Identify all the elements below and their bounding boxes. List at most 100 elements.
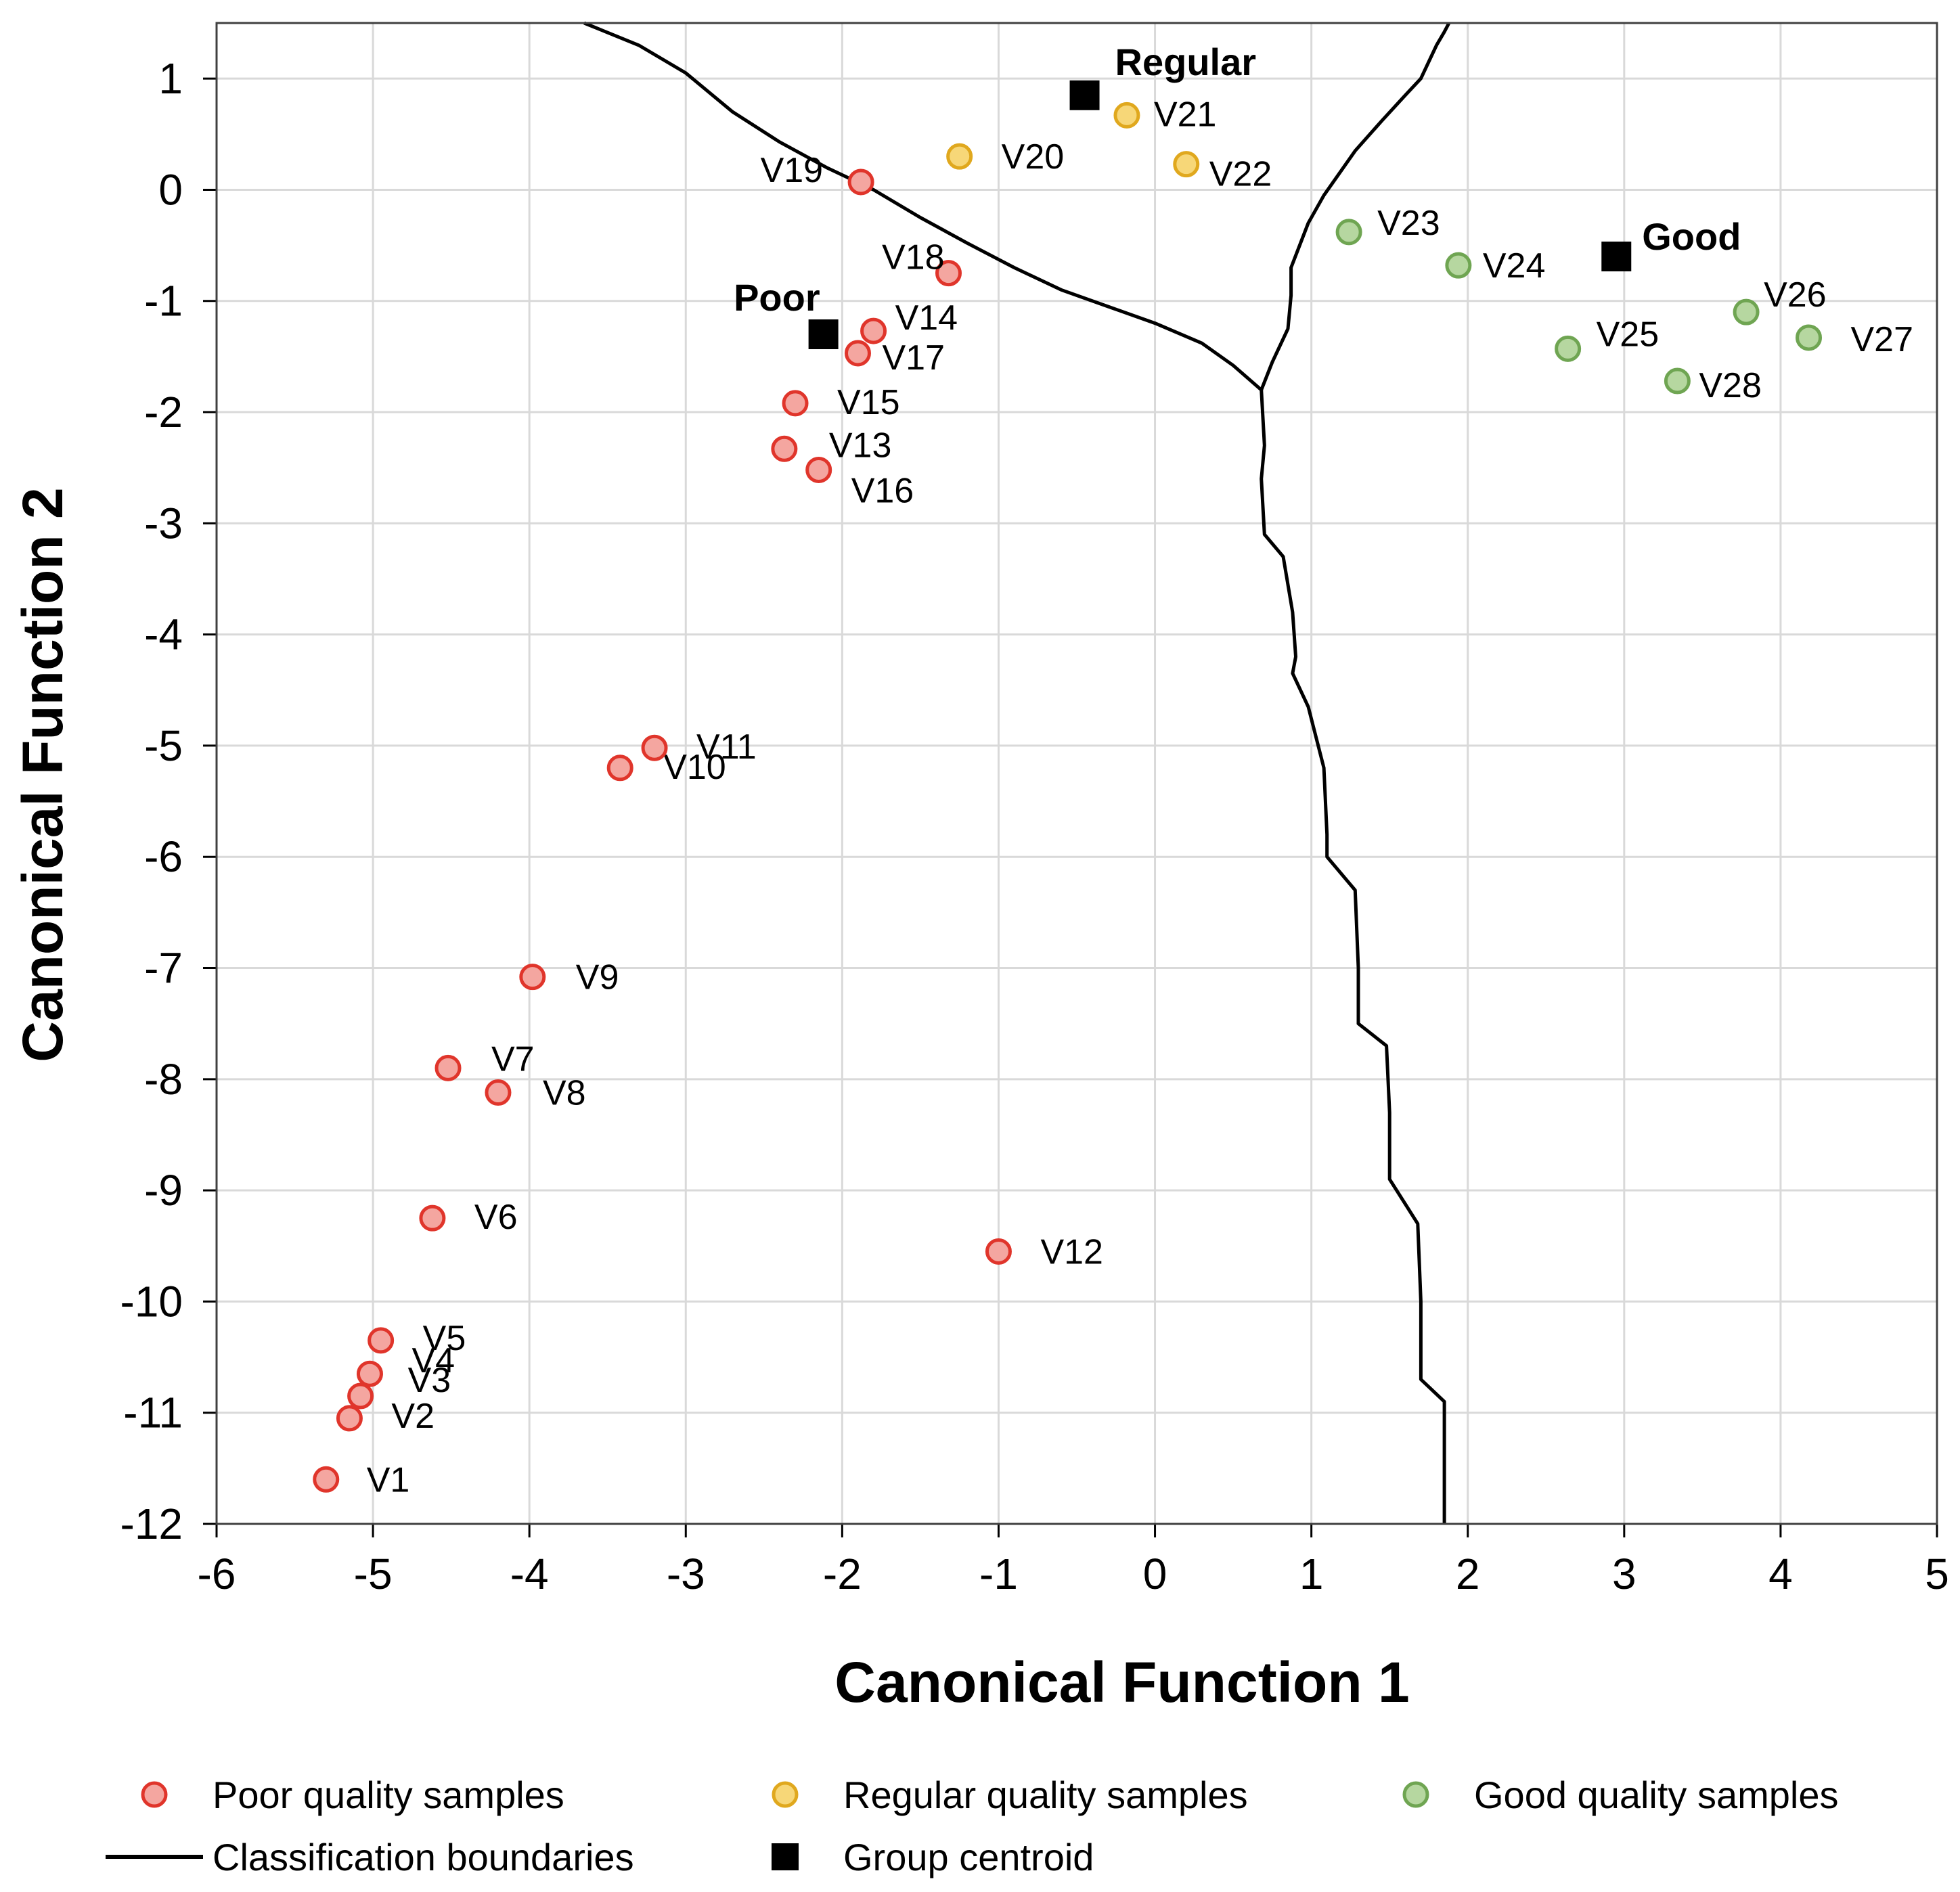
- legend-regular-swatch: [772, 1781, 799, 1808]
- x-tick-label: 4: [1768, 1550, 1793, 1598]
- point-v2: [336, 1405, 363, 1432]
- point-v3: [347, 1382, 374, 1410]
- point-v17: [844, 340, 871, 367]
- centroid-poor: [808, 319, 839, 350]
- x-tick-label: -1: [979, 1550, 1018, 1598]
- y-tick-label: -1: [144, 277, 183, 325]
- x-tick-label: -6: [198, 1550, 236, 1598]
- axes: -6 -5 -4 -3 -2 -1 0 1 2 3 4 510-1-2-3-4-5-6-7-8-9-1…: [120, 22, 1949, 1598]
- centroid-label-good: Good: [1642, 215, 1741, 258]
- point-v20: [946, 143, 973, 170]
- legend-centroid-swatch: [772, 1843, 799, 1870]
- y-tick-label: -8: [144, 1055, 183, 1104]
- point-label-v6: V6: [474, 1198, 518, 1237]
- x-tick-label: 2: [1456, 1550, 1480, 1598]
- point-v15: [782, 390, 809, 417]
- point-v4: [356, 1360, 383, 1387]
- point-label-v26: V26: [1764, 275, 1827, 315]
- centroid-label-regular: Regular: [1115, 41, 1257, 83]
- point-v28: [1664, 367, 1691, 395]
- point-v16: [805, 456, 832, 483]
- legend-label-line: Classification boundaries: [213, 1836, 634, 1878]
- point-v5: [368, 1327, 395, 1354]
- point-v27: [1796, 324, 1823, 351]
- group-centroids: Regular Good Poor: [734, 41, 1741, 350]
- x-axis-title: Canonical Function 1: [834, 1650, 1409, 1714]
- y-axis-title: Canonical Function 2: [11, 487, 74, 1062]
- point-label-v15: V15: [837, 383, 900, 422]
- point-v14: [860, 317, 887, 344]
- x-tick-label: 0: [1143, 1550, 1167, 1598]
- centroid-regular: [1069, 80, 1100, 110]
- point-label-v9: V9: [576, 958, 619, 997]
- point-v13: [771, 435, 798, 462]
- y-tick-label: 0: [158, 165, 183, 214]
- classification-boundaries: [583, 21, 1451, 1524]
- x-tick-label: 5: [1925, 1550, 1949, 1598]
- boundary-line-regular-good: [1260, 22, 1451, 391]
- x-tick-label: -4: [510, 1550, 549, 1598]
- legend-label-regular: Regular quality samples: [843, 1774, 1248, 1816]
- point-label-v8: V8: [543, 1074, 586, 1113]
- point-v7: [435, 1054, 462, 1081]
- y-tick-label: -4: [144, 610, 183, 659]
- point-label-v18: V18: [882, 238, 945, 277]
- plot-frame: [215, 22, 1938, 1525]
- point-label-v7: V7: [491, 1039, 535, 1079]
- point-label-v21: V21: [1154, 95, 1217, 134]
- y-tick-label: -2: [144, 388, 183, 436]
- point-label-v17: V17: [882, 338, 945, 378]
- legend-poor-swatch: [141, 1781, 168, 1808]
- point-label-v13: V13: [829, 426, 892, 465]
- point-label-v3: V3: [408, 1361, 451, 1400]
- y-tick-label: -10: [120, 1277, 183, 1326]
- legend-label-poor: Poor quality samples: [213, 1774, 564, 1816]
- x-tick-label: -3: [667, 1550, 705, 1598]
- point-label-v5: V5: [423, 1319, 466, 1358]
- y-tick-label: 1: [158, 54, 183, 103]
- centroid-good: [1601, 242, 1632, 272]
- point-v18: [935, 260, 962, 287]
- y-tick-label: -6: [144, 832, 183, 881]
- point-label-v4: V4: [411, 1341, 455, 1380]
- point-label-v19: V19: [761, 151, 824, 190]
- point-v25: [1555, 335, 1582, 362]
- point-v12: [985, 1238, 1012, 1265]
- point-v9: [519, 964, 546, 991]
- y-tick-label: -11: [123, 1389, 183, 1437]
- legend-label-good: Good quality samples: [1474, 1774, 1839, 1816]
- point-v1: [313, 1466, 340, 1493]
- point-label-v10: V10: [663, 748, 726, 787]
- boundary-line-poor-regular: [583, 21, 1263, 392]
- point-v8: [485, 1079, 512, 1106]
- y-tick-label: -5: [144, 721, 183, 770]
- point-label-v27: V27: [1851, 320, 1914, 359]
- point-label-v23: V23: [1377, 204, 1440, 243]
- legend: Poor quality samples Regular quality samp…: [106, 1774, 1839, 1878]
- point-label-v20: V20: [1002, 137, 1065, 177]
- point-label-v12: V12: [1040, 1232, 1103, 1271]
- point-label-v2: V2: [391, 1397, 435, 1436]
- point-label-v25: V25: [1597, 315, 1660, 354]
- x-tick-label: 1: [1299, 1550, 1324, 1598]
- point-v19: [847, 168, 874, 196]
- point-label-v28: V28: [1699, 366, 1762, 405]
- point-v21: [1113, 102, 1140, 129]
- point-label-v1: V1: [367, 1460, 410, 1500]
- point-v26: [1733, 298, 1760, 325]
- x-tick-label: 3: [1612, 1550, 1636, 1598]
- legend-good-swatch: [1402, 1781, 1429, 1808]
- legend-label-centroid: Group centroid: [843, 1836, 1094, 1878]
- y-tick-label: -3: [144, 499, 183, 547]
- y-tick-label: -7: [144, 944, 183, 993]
- point-label-v24: V24: [1483, 246, 1546, 286]
- point-label-v14: V14: [895, 298, 958, 338]
- x-tick-label: -2: [823, 1550, 862, 1598]
- point-v11: [641, 734, 668, 761]
- point-label-v22: V22: [1209, 155, 1272, 194]
- x-tick-label: -5: [354, 1550, 393, 1598]
- point-v22: [1173, 151, 1200, 178]
